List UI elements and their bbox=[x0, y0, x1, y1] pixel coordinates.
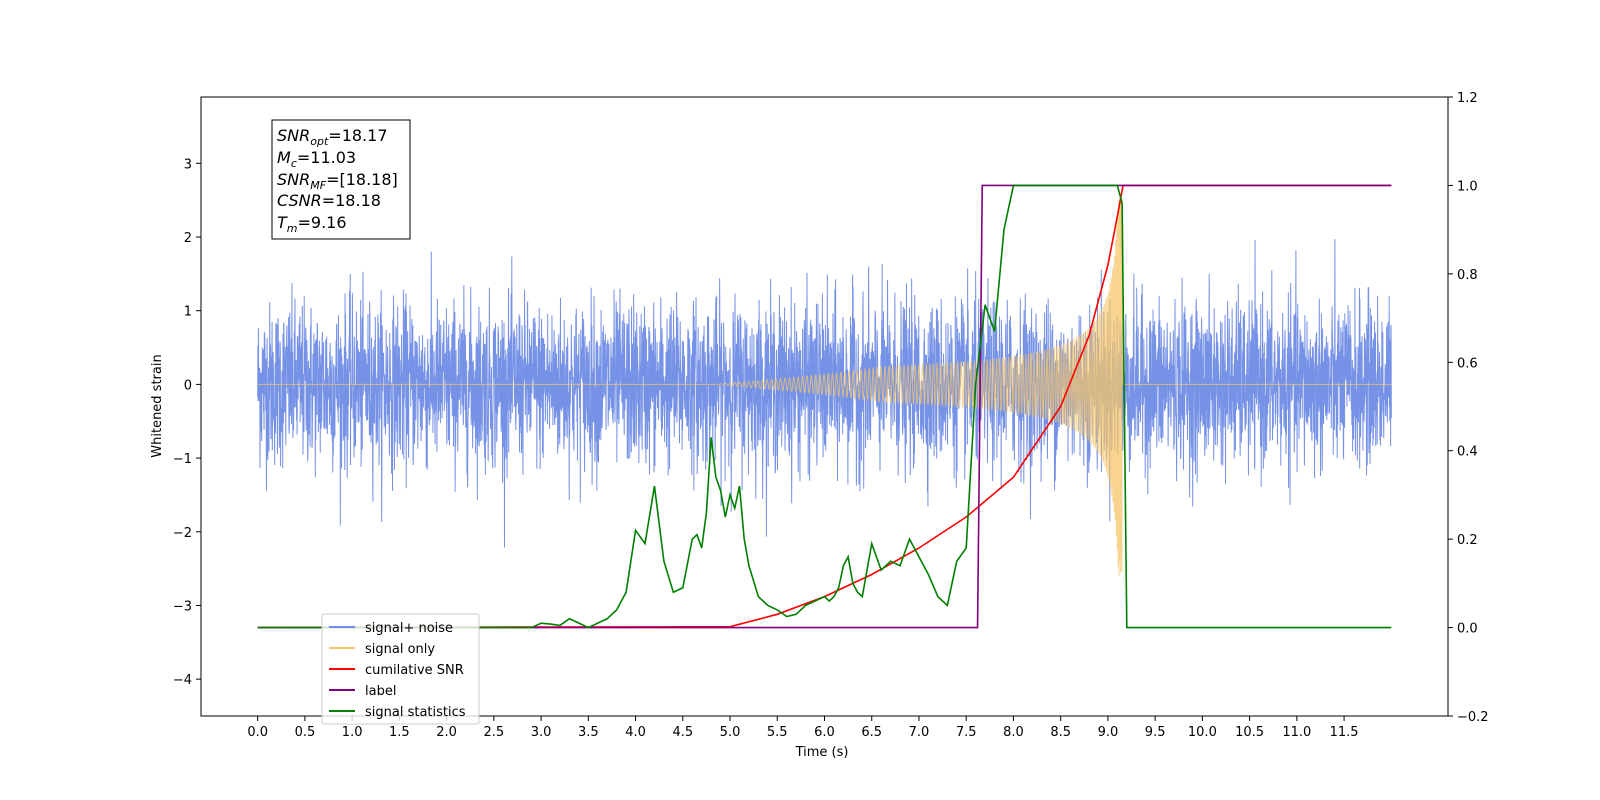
metric-line: SNRMF=[18.18] bbox=[277, 170, 398, 192]
right-y-tick-label: 0.0 bbox=[1457, 622, 1478, 637]
x-tick-label: 11.5 bbox=[1330, 725, 1359, 740]
x-tick-label: 7.0 bbox=[909, 725, 930, 740]
legend-label: signal statistics bbox=[365, 705, 466, 720]
x-tick-label: 10.0 bbox=[1188, 725, 1217, 740]
x-tick-label: 1.0 bbox=[342, 725, 363, 740]
noise-series bbox=[257, 239, 1392, 548]
x-tick-label: 2.5 bbox=[484, 725, 505, 740]
right-y-tick-label: 0.2 bbox=[1457, 533, 1478, 548]
legend-label: cumilative SNR bbox=[365, 663, 464, 678]
y-tick-label: −1 bbox=[173, 452, 192, 467]
legend-label: signal+ noise bbox=[365, 621, 453, 636]
y-tick-label: 3 bbox=[184, 157, 192, 172]
x-tick-label: 8.0 bbox=[1003, 725, 1024, 740]
legend-box bbox=[321, 613, 480, 725]
x-tick-label: 0.0 bbox=[247, 725, 268, 740]
y-tick-label: −2 bbox=[173, 526, 192, 541]
legend: signal+ noise signal only cumilative SNR la… bbox=[321, 613, 480, 725]
metric-line: Tm=9.16 bbox=[277, 213, 347, 235]
y-tick-label: −3 bbox=[173, 599, 192, 614]
x-tick-label: 4.5 bbox=[672, 725, 693, 740]
signal-only-line bbox=[257, 197, 1392, 576]
x-tick-label: 9.0 bbox=[1098, 725, 1119, 740]
x-tick-label: 5.0 bbox=[720, 725, 741, 740]
x-tick-label: 0.5 bbox=[295, 725, 316, 740]
x-tick-label: 3.0 bbox=[531, 725, 552, 740]
x-tick-label: 6.0 bbox=[814, 725, 835, 740]
x-tick-label: 10.5 bbox=[1235, 725, 1264, 740]
x-tick-label: 9.5 bbox=[1145, 725, 1166, 740]
x-tick-label: 6.5 bbox=[861, 725, 882, 740]
y-tick-label: 0 bbox=[184, 378, 192, 393]
right-y-tick-label: 0.8 bbox=[1457, 268, 1478, 283]
right-y-tick-label: 1.2 bbox=[1457, 91, 1478, 106]
noise-line bbox=[257, 239, 1392, 548]
right-y-tick-label: −0.2 bbox=[1457, 710, 1489, 725]
legend-label: signal only bbox=[365, 642, 435, 657]
metric-line: SNRopt=18.17 bbox=[277, 126, 388, 148]
cumilative-snr-line bbox=[257, 184, 1392, 629]
x-tick-label: 1.5 bbox=[389, 725, 410, 740]
y-axis-ticks: 3 2 1 0 −1 −2 −3 −4 bbox=[173, 157, 201, 688]
signal-only-series bbox=[257, 197, 1392, 576]
metric-line: CSNR=18.18 bbox=[277, 191, 381, 210]
right-y-tick-label: 1.0 bbox=[1457, 179, 1478, 194]
y-tick-label: 1 bbox=[184, 305, 192, 320]
y-tick-label: −4 bbox=[173, 673, 192, 688]
x-tick-label: 8.5 bbox=[1050, 725, 1071, 740]
x-tick-label: 5.5 bbox=[767, 725, 788, 740]
x-axis-label: Time (s) bbox=[795, 745, 849, 760]
signal-statistics-line bbox=[257, 184, 1392, 629]
metric-line: Mc=11.03 bbox=[277, 148, 356, 170]
right-axis-series bbox=[257, 184, 1392, 629]
y-tick-label: 2 bbox=[184, 231, 192, 246]
x-tick-label: 3.5 bbox=[578, 725, 599, 740]
x-tick-label: 4.0 bbox=[625, 725, 646, 740]
right-y-tick-label: 0.6 bbox=[1457, 356, 1478, 371]
x-tick-label: 2.0 bbox=[436, 725, 457, 740]
y-axis-label: Whitened strain bbox=[150, 354, 165, 457]
x-axis-ticks: 0.0 0.5 1.0 1.5 2.0 2.5 3.0 3.5 4.0 4.5 5.0 5.5 6.0 6… bbox=[247, 716, 1359, 740]
x-tick-label: 7.5 bbox=[956, 725, 977, 740]
legend-label: label bbox=[365, 684, 396, 699]
right-y-axis-ticks: 1.2 1.0 0.8 0.6 0.4 0.2 0.0 −0.2 bbox=[1448, 91, 1489, 725]
x-tick-label: 11.0 bbox=[1282, 725, 1311, 740]
metrics-annotation-box bbox=[271, 119, 411, 240]
metrics-annotation: SNRopt=18.17Mc=11.03SNRMF=[18.18]CSNR=18… bbox=[271, 119, 411, 240]
right-y-tick-label: 0.4 bbox=[1457, 445, 1478, 460]
